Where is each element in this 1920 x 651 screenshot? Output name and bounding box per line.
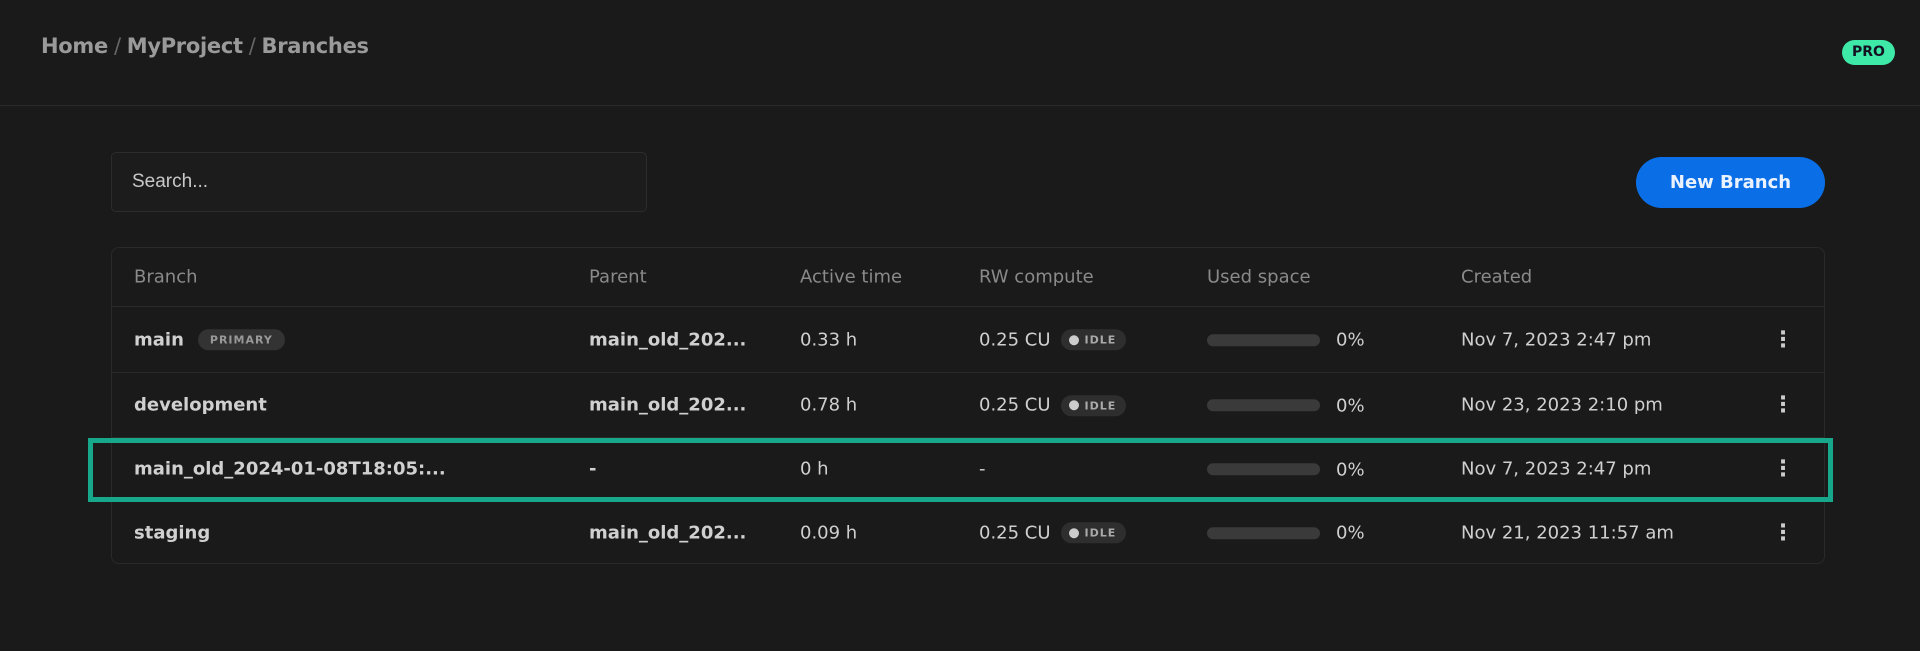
parent-name[interactable]: main_old_202... [589, 329, 747, 350]
parent-name[interactable]: main_old_202... [589, 522, 747, 543]
compute-value: 0.25 CU [979, 328, 1051, 350]
rw-compute: - [979, 459, 986, 480]
table-header: Branch Parent Active time RW compute Use… [112, 248, 1824, 307]
parent-name[interactable]: - [589, 458, 597, 480]
parent-name[interactable]: main_old_202... [589, 394, 747, 416]
more-vertical-icon[interactable]: ⋮ [1772, 392, 1794, 418]
branch-link[interactable]: development [134, 394, 267, 416]
created-date: Nov 21, 2023 11:57 am [1461, 522, 1674, 543]
created-date: Nov 7, 2023 2:47 pm [1461, 458, 1652, 480]
more-vertical-icon[interactable]: ⋮ [1772, 520, 1794, 545]
top-bar: Home / MyProject / Branches PRO [0, 0, 1920, 106]
plan-badge: PRO [1842, 40, 1895, 65]
status-badge: IDLE [1060, 329, 1127, 351]
col-rw-compute: RW compute [979, 266, 1094, 288]
more-vertical-icon[interactable]: ⋮ [1772, 327, 1794, 352]
col-parent: Parent [589, 266, 647, 288]
col-used-space: Used space [1207, 266, 1311, 288]
used-space: 0% [1207, 458, 1365, 480]
usage-percent: 0% [1336, 522, 1365, 544]
active-time: 0 h [800, 458, 829, 480]
status-label: IDLE [1084, 398, 1117, 412]
table-row[interactable]: main PRIMARY main_old_202... 0.33 h 0.25 … [112, 307, 1824, 373]
col-created: Created [1461, 266, 1533, 288]
created-date: Nov 7, 2023 2:47 pm [1461, 329, 1652, 350]
branch-name[interactable]: development [134, 395, 267, 416]
breadcrumb: Home / MyProject / Branches [41, 34, 369, 58]
usage-percent: 0% [1336, 458, 1365, 480]
branch-link[interactable]: staging [134, 522, 211, 543]
status-badge: IDLE [1060, 394, 1127, 416]
status-dot-icon [1068, 400, 1079, 411]
created-date: Nov 23, 2023 2:10 pm [1461, 394, 1663, 416]
compute-value: - [979, 458, 986, 480]
active-time: 0.09 h [800, 522, 858, 543]
used-space: 0% [1207, 329, 1365, 351]
active-time: 0.33 h [800, 329, 858, 350]
primary-badge: PRIMARY [197, 329, 285, 351]
table-row[interactable]: staging main_old_202... 0.09 h 0.25 CU ID… [112, 501, 1824, 564]
col-branch: Branch [134, 266, 198, 288]
branch-link[interactable]: main_old_2024-01-08T18:05:... [134, 458, 446, 480]
branch-link[interactable]: main [134, 328, 184, 350]
new-branch-button[interactable]: New Branch [1636, 157, 1825, 208]
usage-bar [1207, 463, 1320, 476]
usage-bar [1207, 399, 1320, 412]
breadcrumb-branches: Branches [261, 34, 370, 58]
table-row[interactable]: main_old_2024-01-08T18:05:... - 0 h - 0%… [112, 438, 1824, 501]
rw-compute: 0.25 CU IDLE [979, 521, 1127, 544]
branch-name[interactable]: main_old_2024-01-08T18:05:... [134, 459, 446, 480]
usage-percent: 0% [1336, 329, 1365, 351]
status-badge: IDLE [1060, 522, 1127, 544]
branch-name[interactable]: main PRIMARY [134, 329, 285, 351]
rw-compute: 0.25 CU IDLE [979, 328, 1127, 351]
search-input[interactable] [111, 152, 647, 212]
used-space: 0% [1207, 394, 1365, 416]
status-label: IDLE [1084, 526, 1117, 540]
compute-value: 0.25 CU [979, 394, 1051, 416]
col-active-time: Active time [800, 266, 903, 288]
status-dot-icon [1068, 334, 1079, 345]
active-time: 0.78 h [800, 394, 858, 416]
branches-table: Branch Parent Active time RW compute Use… [111, 247, 1825, 564]
breadcrumb-home[interactable]: Home [41, 34, 108, 58]
usage-bar [1207, 526, 1320, 539]
rw-compute: 0.25 CU IDLE [979, 394, 1127, 416]
status-dot-icon [1068, 527, 1079, 538]
breadcrumb-project[interactable]: MyProject [126, 34, 243, 58]
more-vertical-icon[interactable]: ⋮ [1772, 456, 1794, 482]
table-row[interactable]: development main_old_202... 0.78 h 0.25 … [112, 373, 1824, 438]
branch-name[interactable]: staging [134, 522, 210, 543]
compute-value: 0.25 CU [979, 521, 1051, 543]
usage-bar [1207, 333, 1320, 346]
usage-percent: 0% [1336, 394, 1365, 416]
used-space: 0% [1207, 522, 1365, 544]
status-label: IDLE [1084, 333, 1117, 347]
